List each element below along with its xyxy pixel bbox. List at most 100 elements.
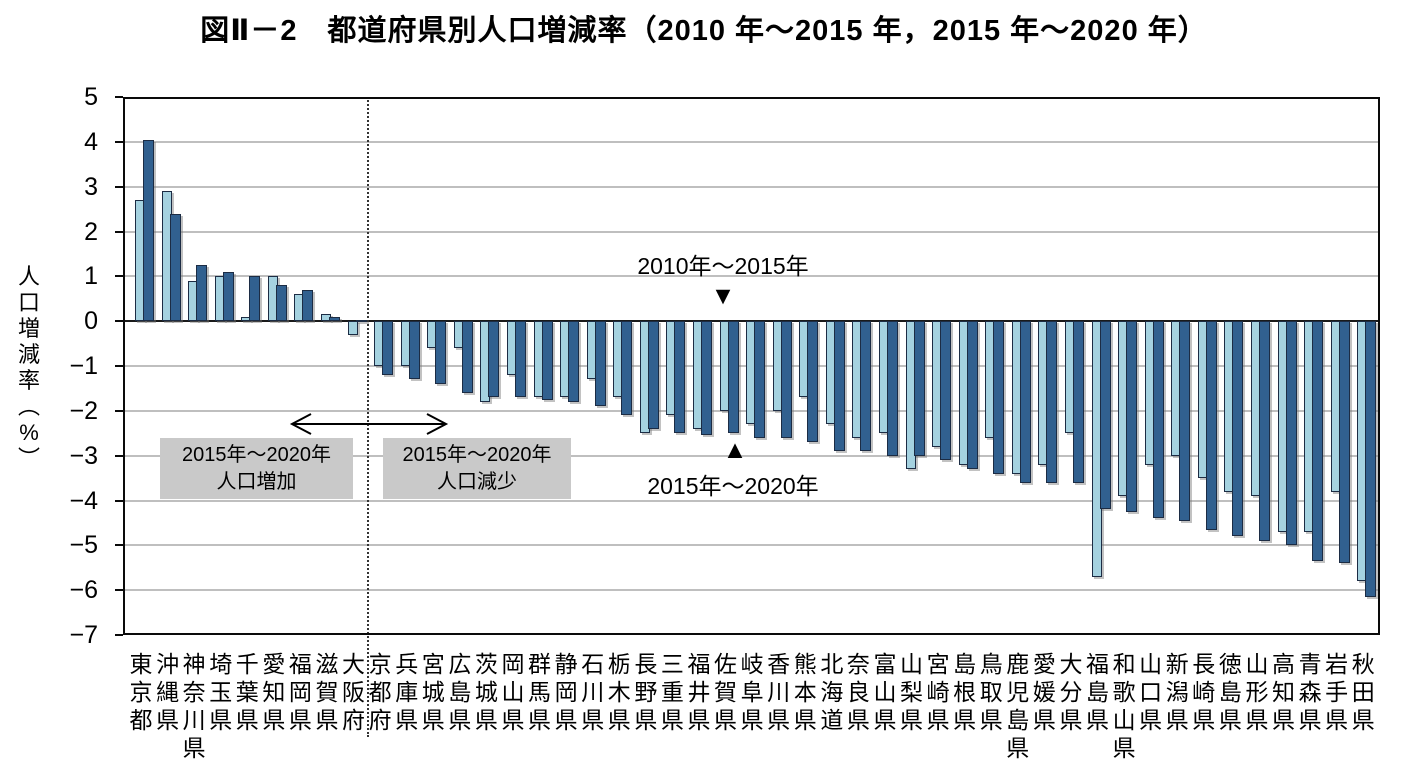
x-category-label: 神奈川県 — [182, 651, 206, 761]
x-category-label: 栃木県 — [607, 651, 631, 733]
bar-2015年～2020年-沖縄県 — [169, 213, 181, 322]
bar-2015年～2020年-秋田県 — [1365, 321, 1377, 597]
x-category-label: 兵庫県 — [395, 651, 419, 733]
bar-2015年～2020年-京都府 — [382, 321, 394, 375]
bar-2010年～2015年-大阪府 — [347, 321, 358, 335]
y-tick-label: −6 — [69, 576, 98, 605]
bar-2015年～2020年-岐阜県 — [754, 321, 766, 438]
bar-2015年～2020年-兵庫県 — [408, 321, 420, 380]
y-tick-mark — [115, 544, 123, 547]
bar-2015年～2020年-香川県 — [780, 321, 792, 438]
y-tick-label: 5 — [84, 83, 98, 111]
x-category-label: 鹿児島県 — [1006, 651, 1030, 761]
bar-2015年～2020年-千葉県 — [249, 276, 261, 322]
bar-2015年～2020年-石川県 — [594, 321, 606, 407]
decrease-note-line1: 2015年～2020年 — [402, 443, 552, 466]
bar-2015年～2020年-福島県 — [1099, 321, 1111, 510]
y-axis-title: 人口増減率 ︵% ︶ — [17, 264, 40, 471]
y-tick-label: −4 — [69, 486, 98, 515]
bar-2015年～2020年-宮崎県 — [940, 321, 952, 461]
series1-callout-label: 2010年～2015年 — [637, 253, 809, 279]
chart-title: 図Ⅱ－2 都道府県別人口増減率（2010 年～2015 年，2015 年～202… — [200, 15, 1208, 47]
x-category-label: 山形県 — [1245, 651, 1269, 733]
x-category-label: 千葉県 — [235, 651, 259, 733]
bar-2015年～2020年-長野県 — [647, 321, 659, 429]
y-tick-label: −1 — [69, 352, 98, 380]
x-category-label: 佐賀県 — [714, 651, 738, 733]
bar-2015年～2020年-宮城県 — [435, 321, 447, 384]
x-category-label: 和歌山県 — [1112, 651, 1136, 761]
bar-2015年～2020年-栃木県 — [621, 321, 633, 416]
y-tick-label: 1 — [84, 262, 98, 291]
x-category-label: 秋田県 — [1351, 651, 1375, 733]
bar-2015年～2020年-神奈川県 — [196, 265, 208, 322]
bar-2015年～2020年-島根県 — [966, 321, 978, 470]
x-category-label: 宮城県 — [421, 651, 445, 733]
bar-2015年～2020年-滋賀県 — [328, 316, 340, 322]
y-tick-mark — [115, 96, 123, 98]
x-category-label: 岩手県 — [1325, 651, 1349, 733]
y-tick-label: 0 — [84, 307, 98, 336]
y-tick-mark — [115, 499, 123, 502]
y-tick-mark — [115, 454, 123, 457]
x-category-label: 石川県 — [581, 651, 605, 733]
x-category-label: 香川県 — [767, 651, 791, 733]
bar-2015年～2020年-青森県 — [1312, 321, 1324, 561]
x-category-label: 長崎県 — [1192, 651, 1216, 733]
x-category-label: 大分県 — [1059, 651, 1083, 733]
bar-2015年～2020年-愛知県 — [275, 285, 287, 322]
bar-2015年～2020年-徳島県 — [1232, 321, 1244, 537]
gridline — [123, 454, 1380, 457]
decrease-note-box: 2015年～2020年 人口減少 — [383, 438, 571, 499]
x-category-label: 山口県 — [1139, 651, 1163, 733]
x-category-label: 島根県 — [953, 651, 977, 733]
bar-2015年～2020年-富山県 — [886, 321, 898, 456]
x-category-label: 広島県 — [448, 651, 472, 733]
bar-2015年～2020年-佐賀県 — [727, 321, 739, 434]
decrease-note-line2: 人口減少 — [437, 470, 517, 493]
x-category-label: 埼玉県 — [209, 651, 233, 733]
bar-2015年～2020年-鳥取県 — [993, 321, 1005, 474]
bar-2015年～2020年-大分県 — [1072, 321, 1084, 483]
bar-2015年～2020年-和歌山県 — [1126, 321, 1138, 512]
y-tick-mark — [115, 589, 123, 592]
x-category-label: 愛媛県 — [1032, 651, 1056, 733]
y-tick-label: 2 — [84, 217, 98, 246]
bar-2015年～2020年-群馬県 — [541, 321, 553, 400]
bar-2015年～2020年-新潟県 — [1179, 321, 1191, 521]
gridline — [123, 544, 1380, 547]
bar-2015年～2020年-福岡県 — [302, 289, 314, 322]
bar-2015年～2020年-熊本県 — [807, 321, 819, 443]
bar-2015年～2020年-広島県 — [461, 321, 473, 393]
bar-2015年～2020年-山形県 — [1258, 321, 1270, 541]
bar-2015年～2020年-長崎県 — [1205, 321, 1217, 530]
gridline — [123, 185, 1380, 188]
x-category-label: 長野県 — [634, 651, 658, 733]
x-category-label: 愛知県 — [262, 651, 286, 733]
x-category-label: 静岡県 — [554, 651, 578, 733]
x-category-label: 大阪府 — [342, 651, 366, 733]
bar-2015年～2020年-高知県 — [1285, 321, 1297, 546]
gridline — [123, 499, 1380, 502]
x-category-label: 北海道 — [820, 651, 844, 733]
x-category-label: 徳島県 — [1218, 651, 1242, 733]
x-category-label: 京都府 — [368, 651, 392, 733]
x-category-label: 鳥取県 — [979, 651, 1003, 733]
bar-2015年～2020年-愛媛県 — [1046, 321, 1058, 483]
bar-2015年～2020年-山梨県 — [913, 321, 925, 456]
bar-2015年～2020年-埼玉県 — [222, 271, 234, 322]
series2-callout-label: 2015年～2020年 — [647, 473, 819, 499]
x-category-label: 新潟県 — [1165, 651, 1189, 733]
triangle-up-icon: ▲ — [722, 436, 748, 464]
x-category-label: 山梨県 — [900, 651, 924, 733]
bar-2015年～2020年-福井県 — [700, 321, 712, 436]
x-category-label: 茨城県 — [474, 651, 498, 733]
x-category-label: 福岡県 — [288, 651, 312, 733]
increase-note-line2: 人口増加 — [216, 470, 297, 493]
x-category-label: 群馬県 — [528, 651, 552, 733]
y-tick-label: −3 — [69, 441, 98, 470]
x-category-label: 岐阜県 — [740, 651, 764, 733]
bar-2015年～2020年-岩手県 — [1338, 321, 1350, 564]
y-tick-mark — [115, 365, 123, 367]
